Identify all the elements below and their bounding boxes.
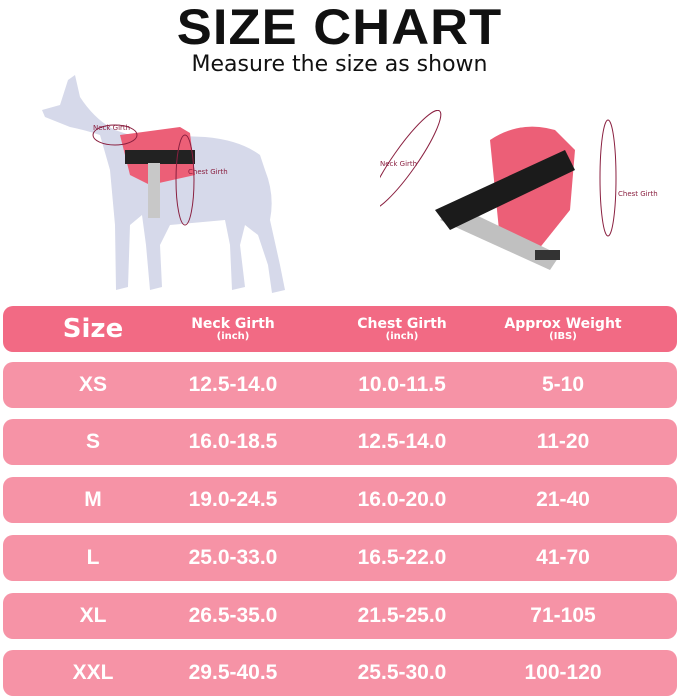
neck-girth-ring (380, 110, 442, 211)
dog-illustration (42, 75, 285, 293)
left-neck-girth-label: Neck Girth (93, 124, 131, 132)
header-size: Size (63, 306, 123, 352)
right-chest-girth-label: Chest Girth (618, 190, 658, 198)
header-label: Size (62, 314, 124, 344)
neck-girth-ring (92, 124, 138, 146)
cell-approx-weight: 5-10 (541, 373, 585, 396)
header-label: Neck Girth (191, 315, 275, 332)
harness-black-strap (435, 150, 575, 230)
cell-neck-girth: 26.5-35.0 (188, 604, 278, 627)
cell-size: L (86, 546, 100, 569)
cell-size: M (84, 488, 102, 511)
header-unit: (inch) (216, 330, 250, 342)
table-row: XS 12.5-14.0 10.0-11.5 5-10 (3, 362, 677, 408)
cell-chest-girth: 10.0-11.5 (358, 373, 446, 396)
harness-chest-strap (148, 163, 160, 218)
cell-approx-weight: 71-105 (530, 604, 596, 627)
cell-neck-girth: 12.5-14.0 (188, 373, 278, 396)
cell-approx-weight: 41-70 (536, 546, 590, 569)
header-chest-girth: Chest Girth (inch) (357, 306, 447, 352)
harness-illustration (380, 110, 617, 270)
harness-gray-strap (440, 205, 560, 270)
cell-neck-girth: 16.0-18.5 (188, 430, 278, 453)
cell-approx-weight: 11-20 (536, 430, 590, 453)
subtitle: Measure the size as shown (191, 52, 488, 77)
header-neck-girth: Neck Girth (inch) (191, 306, 275, 352)
cell-approx-weight: 100-120 (524, 661, 602, 684)
cell-chest-girth: 12.5-14.0 (357, 430, 447, 453)
left-chest-girth-label: Chest Girth (188, 168, 228, 176)
table-row: L 25.0-33.0 16.5-22.0 41-70 (3, 535, 677, 581)
chest-girth-ring (175, 134, 195, 226)
chest-girth-ring (599, 119, 617, 237)
cell-chest-girth: 16.0-20.0 (357, 488, 447, 511)
cell-size: S (85, 430, 101, 453)
table-row: M 19.0-24.5 16.0-20.0 21-40 (3, 477, 677, 523)
header-approx-weight: Approx Weight (IBS) (504, 306, 621, 352)
table-row: S 16.0-18.5 12.5-14.0 11-20 (3, 419, 677, 465)
cell-neck-girth: 29.5-40.5 (188, 661, 278, 684)
page-title: SIZE CHART (176, 0, 503, 55)
cell-chest-girth: 21.5-25.0 (357, 604, 447, 627)
header-unit: (IBS) (549, 330, 577, 342)
cell-size: XL (79, 604, 107, 627)
cell-neck-girth: 25.0-33.0 (188, 546, 278, 569)
table-header: Size Neck Girth (inch) Chest Girth (inch) … (3, 306, 677, 352)
harness-strap (125, 150, 195, 164)
cell-chest-girth: 16.5-22.0 (357, 546, 447, 569)
table-row: XXL 29.5-40.5 25.5-30.0 100-120 (3, 650, 677, 696)
cell-approx-weight: 21-40 (536, 488, 590, 511)
header-unit: (inch) (385, 330, 419, 342)
cell-size: XXL (72, 661, 114, 684)
table-row: XL 26.5-35.0 21.5-25.0 71-105 (3, 593, 677, 639)
header-label: Chest Girth (357, 315, 447, 332)
dog-silhouette (42, 75, 285, 293)
header-label: Approx Weight (504, 315, 622, 332)
right-neck-girth-label: Neck Girth (380, 160, 418, 168)
cell-size: XS (78, 373, 108, 396)
cell-neck-girth: 19.0-24.5 (188, 488, 278, 511)
cell-chest-girth: 25.5-30.0 (357, 661, 447, 684)
harness-buckle (535, 250, 560, 260)
